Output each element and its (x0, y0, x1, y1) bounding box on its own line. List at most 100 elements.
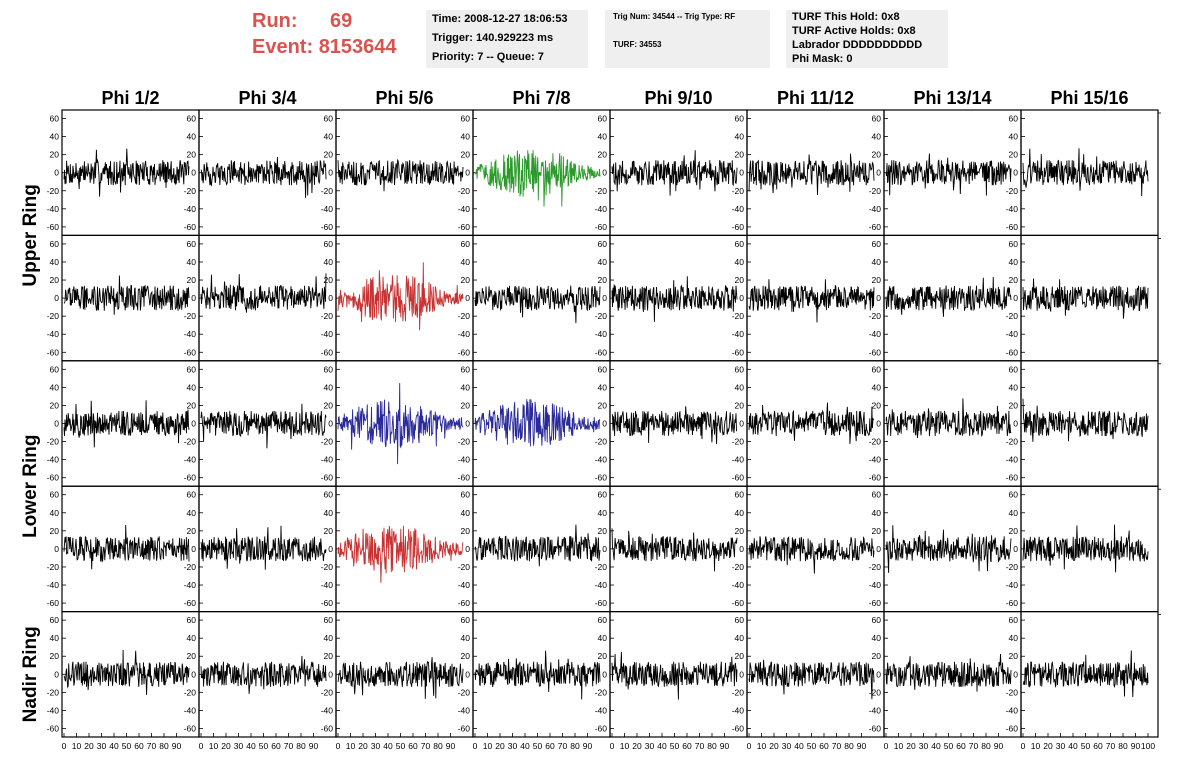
y-tick-label: 40 (1009, 382, 1019, 392)
y-tick-label: 20 (50, 275, 60, 285)
y-tick-label: 40 (735, 257, 745, 267)
waveform-trace (611, 150, 738, 196)
event-value: 8153644 (318, 36, 397, 58)
x-tick-label: 50 (396, 741, 406, 751)
x-tick-label: 90 (857, 741, 867, 751)
y-tick-label: 0 (739, 419, 744, 429)
y-tick-label: 20 (872, 150, 882, 160)
y-tick-label: -40 (47, 705, 60, 715)
x-tick-label: 70 (558, 741, 568, 751)
x-tick-label: 0 (610, 741, 615, 751)
y-tick-label: -40 (184, 204, 197, 214)
y-tick-label: 40 (461, 633, 471, 643)
waveform-trace (885, 398, 1012, 439)
y-tick-label: 0 (328, 669, 333, 679)
y-tick-label: 20 (735, 400, 745, 410)
x-tick-label: 60 (408, 741, 418, 751)
y-tick-label: 0 (739, 669, 744, 679)
event-label: Event: (252, 36, 314, 58)
x-tick-label: 50 (259, 741, 269, 751)
x-tick-label: 0 (62, 741, 67, 751)
y-tick-label: -40 (595, 705, 608, 715)
y-tick-label: -60 (595, 473, 608, 483)
y-tick-label: -60 (47, 598, 60, 608)
waveform-trace (337, 158, 464, 192)
y-tick-label: 0 (54, 419, 59, 429)
y-tick-label: -40 (47, 580, 60, 590)
waveform-trace (611, 528, 738, 572)
waveform-trace (474, 150, 601, 207)
y-tick-label: 20 (1009, 651, 1019, 661)
y-tick-label: 20 (187, 275, 197, 285)
x-tick-label: 50 (944, 741, 954, 751)
y-tick-label: -20 (47, 687, 60, 697)
waveform-trace (337, 525, 464, 583)
y-tick-label: 60 (50, 615, 60, 625)
waveform-trace (1022, 278, 1149, 319)
column-header: Phi 9/10 (644, 88, 712, 108)
y-tick-label: 40 (598, 132, 608, 142)
y-tick-label: 0 (191, 544, 196, 554)
y-tick-label: -20 (869, 311, 882, 321)
y-tick-label: 60 (461, 490, 471, 500)
y-tick-label: -40 (184, 705, 197, 715)
y-tick-label: -60 (321, 598, 334, 608)
x-tick-label: 40 (520, 741, 530, 751)
x-tick-label: 30 (371, 741, 381, 751)
y-tick-label: -40 (47, 204, 60, 214)
x-tick-label: 0 (1021, 741, 1026, 751)
y-tick-label: 0 (465, 669, 470, 679)
x-tick-label: 20 (84, 741, 94, 751)
y-tick-label: -20 (595, 186, 608, 196)
waveform-trace (200, 273, 327, 313)
y-tick-label: -20 (458, 687, 471, 697)
y-tick-label: -20 (1006, 562, 1019, 572)
y-tick-label: 0 (328, 544, 333, 554)
phi-mask-text: Phi Mask: 0 (792, 53, 853, 65)
y-tick-label: -40 (869, 580, 882, 590)
y-tick-label: -40 (458, 204, 471, 214)
y-tick-label: -60 (321, 222, 334, 232)
waveform-trace (611, 406, 738, 445)
x-tick-label: 40 (383, 741, 393, 751)
y-tick-label: -40 (47, 455, 60, 465)
y-tick-label: 40 (598, 257, 608, 267)
x-tick-label: 50 (807, 741, 817, 751)
y-tick-label: 0 (876, 669, 881, 679)
y-tick-label: -60 (184, 347, 197, 357)
x-tick-label: 20 (1043, 741, 1053, 751)
y-tick-label: -20 (321, 562, 334, 572)
y-tick-label: 60 (324, 615, 334, 625)
x-tick-label: 60 (682, 741, 692, 751)
y-tick-label: -40 (595, 580, 608, 590)
waveform-trace (63, 400, 190, 448)
column-header: Phi 11/12 (777, 88, 854, 108)
y-tick-label: -20 (184, 437, 197, 447)
y-tick-label: -40 (595, 455, 608, 465)
x-tick-label: 10 (209, 741, 219, 751)
waveform-trace (1022, 650, 1149, 698)
y-tick-label: -40 (869, 455, 882, 465)
x-tick-label: 100 (1141, 741, 1155, 751)
y-tick-label: 20 (50, 526, 60, 536)
trig-info-box: Trig Num: 34544 -- Trig Type: RF TURF: 3… (605, 10, 770, 68)
y-tick-label: 20 (735, 150, 745, 160)
y-tick-label: 40 (1009, 132, 1019, 142)
y-tick-label: 40 (50, 508, 60, 518)
y-tick-label: 40 (324, 382, 334, 392)
waveform-trace (200, 156, 327, 198)
y-tick-label: 40 (735, 508, 745, 518)
y-tick-label: -40 (458, 705, 471, 715)
y-tick-label: 0 (602, 669, 607, 679)
waveform-trace (63, 649, 190, 695)
x-tick-label: 70 (421, 741, 431, 751)
y-tick-label: 20 (598, 651, 608, 661)
y-tick-label: -60 (869, 222, 882, 232)
y-tick-label: -60 (595, 347, 608, 357)
y-tick-label: -60 (595, 222, 608, 232)
y-tick-label: 60 (735, 615, 745, 625)
waveform-trace (200, 403, 327, 449)
y-tick-label: -20 (869, 437, 882, 447)
x-tick-label: 30 (508, 741, 518, 751)
x-tick-label: 60 (271, 741, 281, 751)
